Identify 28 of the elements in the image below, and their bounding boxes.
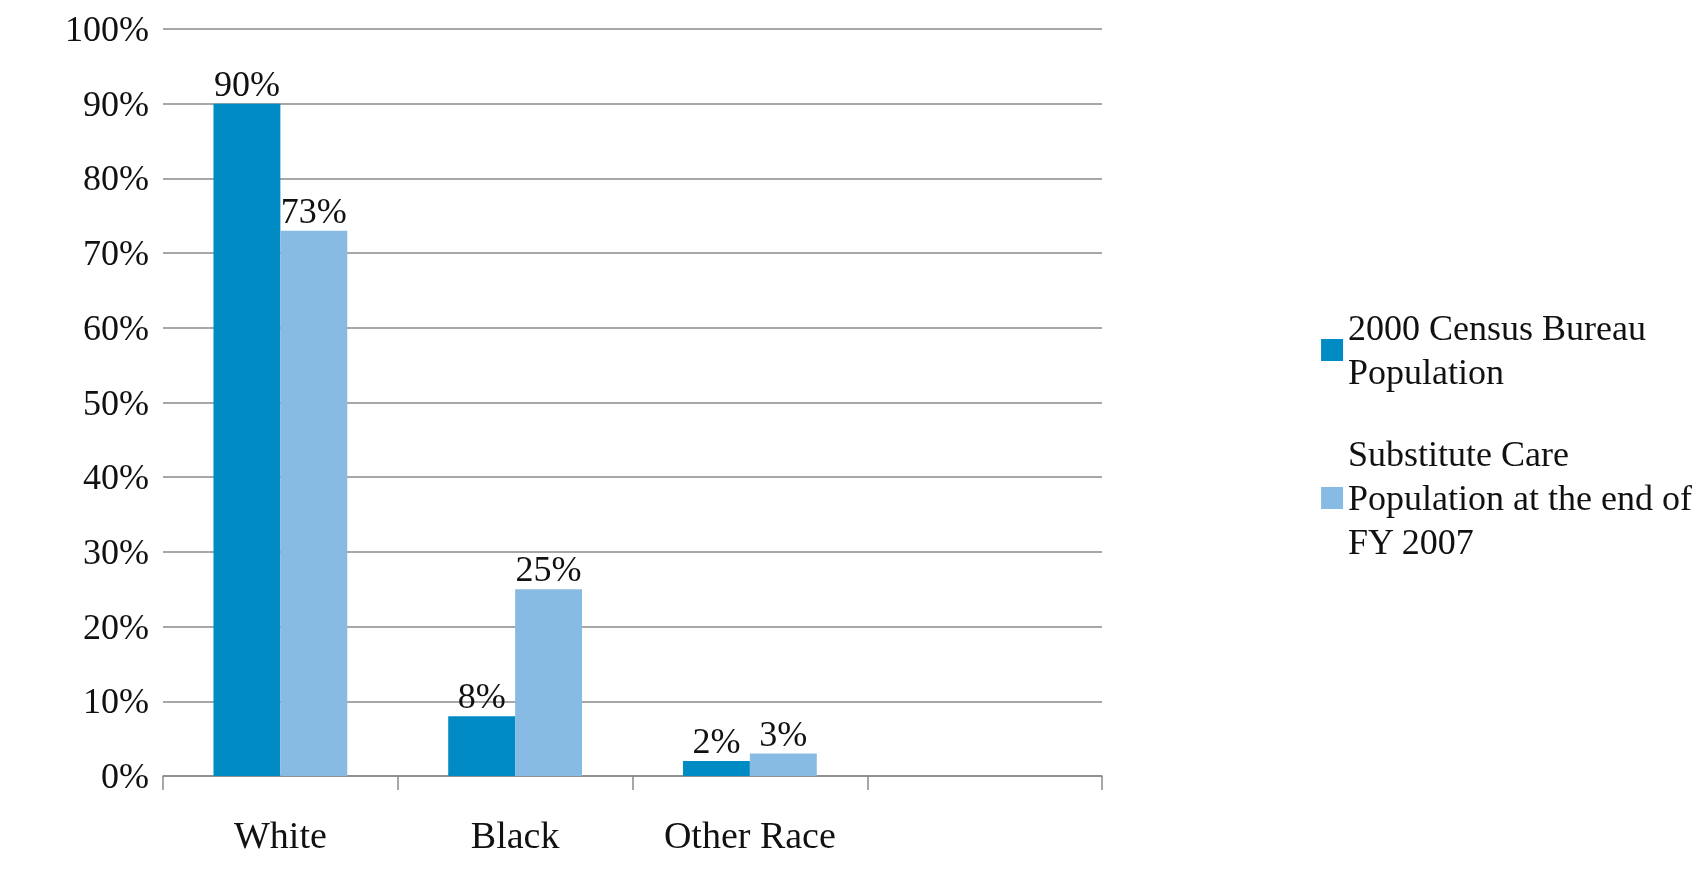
y-tick-label: 90% bbox=[83, 83, 149, 124]
y-tick-label: 70% bbox=[83, 233, 149, 274]
y-tick-label: 0% bbox=[101, 756, 149, 796]
y-tick-label: 30% bbox=[83, 531, 149, 572]
x-tick-label: White bbox=[233, 814, 327, 856]
y-tick-label: 100% bbox=[65, 9, 149, 49]
bar bbox=[749, 753, 817, 776]
legend-label: 2000 Census Bureau Population bbox=[1348, 308, 1647, 392]
data-label: 2% bbox=[692, 721, 741, 762]
bar bbox=[515, 589, 583, 776]
y-tick-label: 80% bbox=[83, 158, 149, 199]
data-label: 8% bbox=[457, 676, 506, 717]
data-label: 90% bbox=[213, 63, 280, 104]
data-label: 3% bbox=[759, 713, 808, 754]
bar bbox=[448, 716, 516, 776]
x-tick-label: Other Race bbox=[663, 814, 836, 856]
y-tick-label: 40% bbox=[83, 457, 149, 498]
y-tick-label: 60% bbox=[83, 307, 149, 348]
data-label: 25% bbox=[515, 549, 582, 590]
bar bbox=[213, 103, 281, 776]
x-tick-label: Black bbox=[470, 814, 560, 856]
y-tick-label: 20% bbox=[83, 606, 149, 647]
y-tick-label: 50% bbox=[83, 382, 149, 423]
bar bbox=[682, 761, 750, 776]
data-label: 73% bbox=[280, 190, 347, 231]
legend-label: Substitute Care Population at the end of FY 2007 bbox=[1348, 434, 1693, 562]
y-tick-label: 10% bbox=[83, 681, 149, 722]
bar bbox=[280, 230, 348, 776]
